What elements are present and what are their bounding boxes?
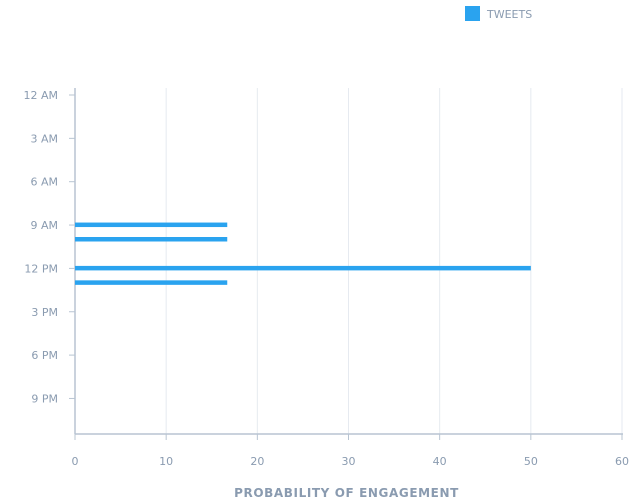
x-tick-label: 60 (615, 455, 629, 468)
grid-layer (165, 88, 623, 434)
y-tick-label: 12 PM (24, 262, 58, 275)
labels-layer: 0 10 20 30 40 50 60 12 AM 3 AM 6 AM 9 AM 12 PM 3 PM 6… (23, 89, 629, 468)
bar-tweets (75, 280, 228, 285)
x-tick-label: 40 (433, 455, 447, 468)
y-tick-label: 6 AM (30, 176, 58, 189)
legend: TWEETS (465, 6, 532, 21)
bars-layer (75, 222, 531, 285)
x-tick-label: 20 (250, 455, 264, 468)
x-tick-label: 30 (342, 455, 356, 468)
y-tick-label: 3 AM (30, 132, 58, 145)
y-tick-label: 12 AM (23, 89, 58, 102)
axis-layer (69, 88, 623, 440)
x-tick-label: 50 (524, 455, 538, 468)
x-tick-label: 10 (159, 455, 173, 468)
y-tick-label: 9 PM (31, 392, 58, 405)
legend-label-tweets: TWEETS (486, 8, 532, 21)
y-tick-label: 6 PM (31, 349, 58, 362)
y-tick-label: 9 AM (30, 219, 58, 232)
legend-swatch-tweets (465, 6, 480, 21)
x-tick-label: 0 (72, 455, 79, 468)
bar-tweets (75, 237, 228, 242)
y-tick-label: 3 PM (31, 306, 58, 319)
x-axis-title: PROBABILITY OF ENGAGEMENT (234, 486, 459, 500)
bar-tweets (75, 222, 228, 228)
bar-tweets (75, 265, 531, 271)
